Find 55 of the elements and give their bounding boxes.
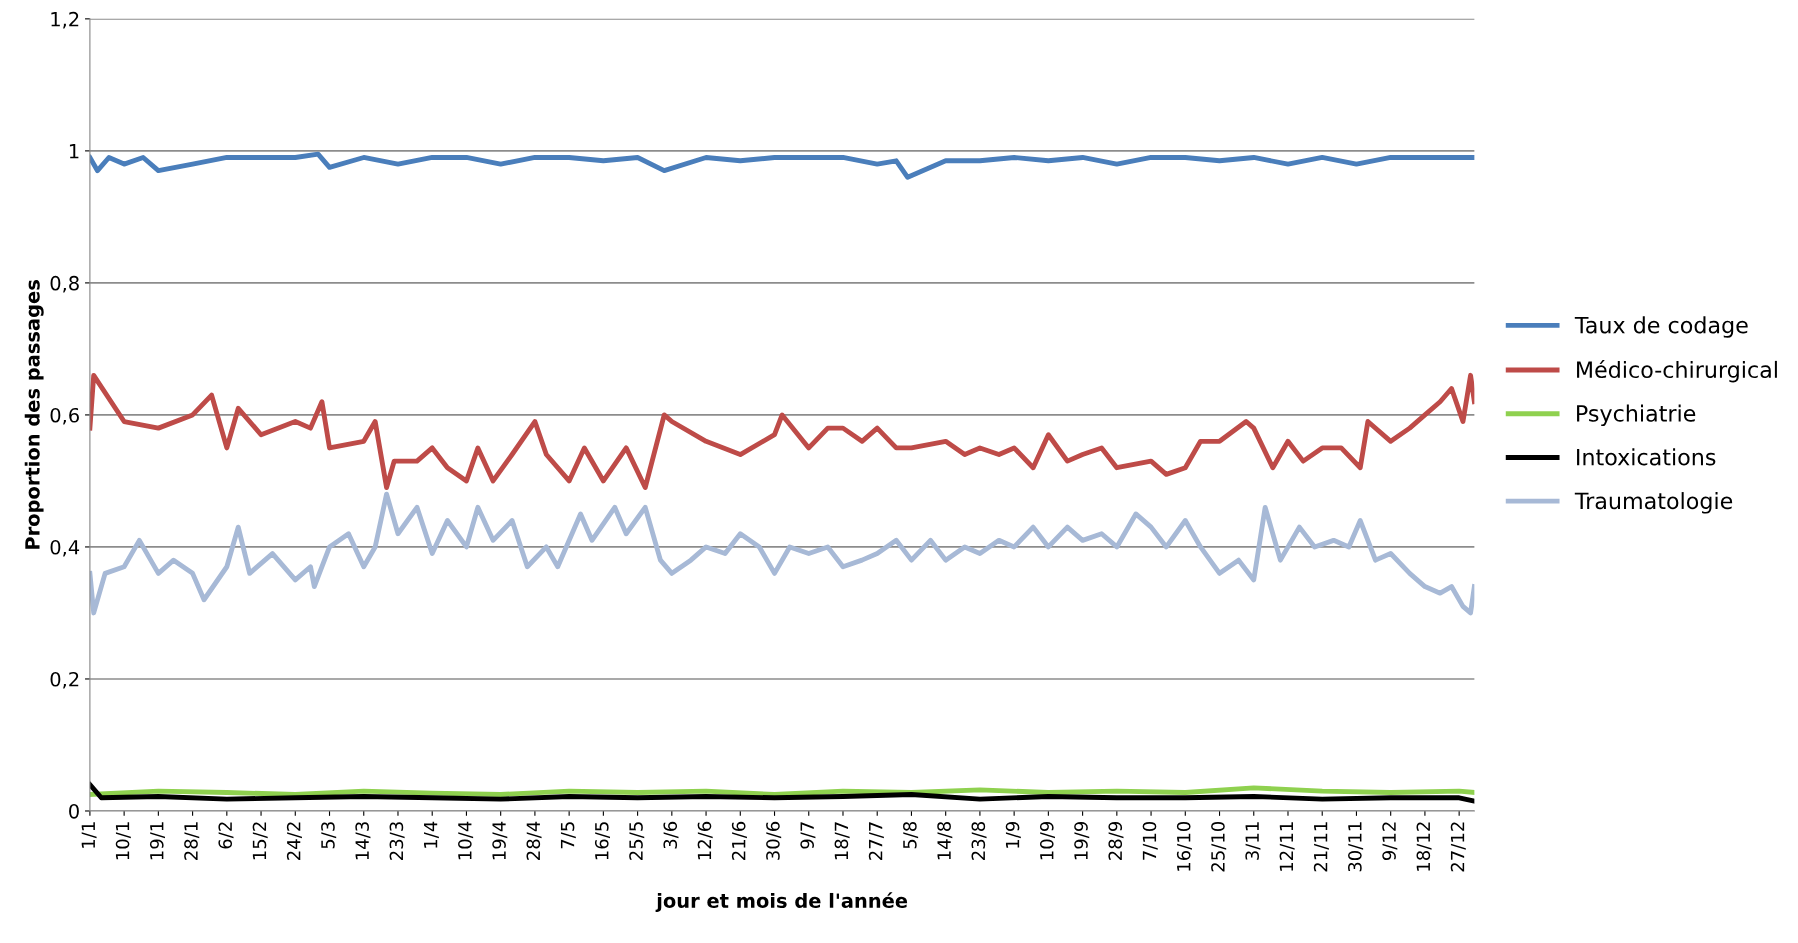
- x-tick-label: 25/10: [1211, 821, 1227, 872]
- legend-label: Médico-chirurgical: [1577, 359, 1777, 383]
- y-axis-title: Proportion des passages: [24, 280, 44, 549]
- y-tick-label: 0,2: [50, 671, 79, 689]
- x-tick-label: 3/6: [663, 821, 679, 849]
- y-tick-label: 0,6: [50, 407, 79, 425]
- y-tick-label: 0,8: [50, 275, 79, 293]
- x-tick-label: 18/12: [1416, 822, 1432, 871]
- x-tick-label: 30/11: [1348, 822, 1364, 872]
- x-tick-label: 19/1: [149, 822, 166, 860]
- x-tick-label: 10/9: [1039, 821, 1056, 860]
- x-tick-label: 14/8: [937, 821, 953, 860]
- x-tick-label: 28/1: [184, 822, 200, 860]
- x-tick-label: 14/3: [355, 822, 371, 860]
- x-tick-label: 23/8: [971, 821, 987, 860]
- x-tick-label: 12/6: [697, 821, 713, 860]
- x-tick-label: 1/1: [81, 822, 97, 848]
- x-tick-label: 19/4: [492, 821, 508, 860]
- x-tick-label: 24/2: [286, 822, 302, 860]
- x-tick-label: 19/9: [1074, 821, 1090, 860]
- legend-label: Traumatologie: [1574, 492, 1733, 514]
- y-tick-label: 1,2: [51, 11, 79, 29]
- y-tick-label: 0,4: [50, 539, 80, 557]
- x-tick-label: 16/5: [594, 822, 611, 860]
- x-tick-label: 9/7: [800, 822, 816, 849]
- x-tick-label: 23/3: [389, 822, 405, 860]
- x-tick-label: 1/9: [1005, 821, 1021, 848]
- x-tick-label: 28/4: [526, 821, 542, 860]
- x-tick-label: 5/3: [321, 822, 337, 849]
- y-tick-label: 1: [69, 144, 79, 159]
- x-tick-label: 5/8: [903, 821, 919, 849]
- x-tick-label: 7/10: [1142, 821, 1158, 860]
- x-tick-label: 21/6: [731, 821, 747, 860]
- x-tick-label: 12/11: [1279, 822, 1295, 871]
- legend-label: Taux de codage: [1574, 316, 1748, 338]
- x-tick-label: 16/10: [1176, 821, 1192, 871]
- x-tick-label: 30/6: [766, 821, 782, 860]
- x-tick-label: 21/11: [1313, 822, 1329, 872]
- x-tick-label: 27/12: [1450, 822, 1466, 872]
- x-axis-title: jour et mois de l'année: [655, 892, 908, 912]
- x-tick-label: 27/7: [868, 822, 884, 860]
- x-tick-label: 3/11: [1245, 822, 1261, 860]
- x-tick-label: 10/4: [458, 821, 474, 860]
- legend-label: Psychiatrie: [1577, 404, 1696, 427]
- y-tick-label: 0: [69, 803, 79, 819]
- x-tick-label: 6/2: [218, 822, 234, 849]
- x-tick-label: 15/2: [252, 822, 268, 860]
- legend-label: Intoxications: [1577, 448, 1716, 466]
- x-tick-label: 7/5: [560, 822, 576, 849]
- x-tick-label: 18/7: [834, 822, 850, 860]
- x-tick-label: 10/1: [115, 822, 131, 860]
- x-tick-label: 1/4: [424, 821, 439, 848]
- x-tick-label: 25/5: [629, 822, 645, 860]
- x-tick-label: 9/12: [1382, 822, 1398, 861]
- x-tick-label: 28/9: [1108, 821, 1124, 860]
